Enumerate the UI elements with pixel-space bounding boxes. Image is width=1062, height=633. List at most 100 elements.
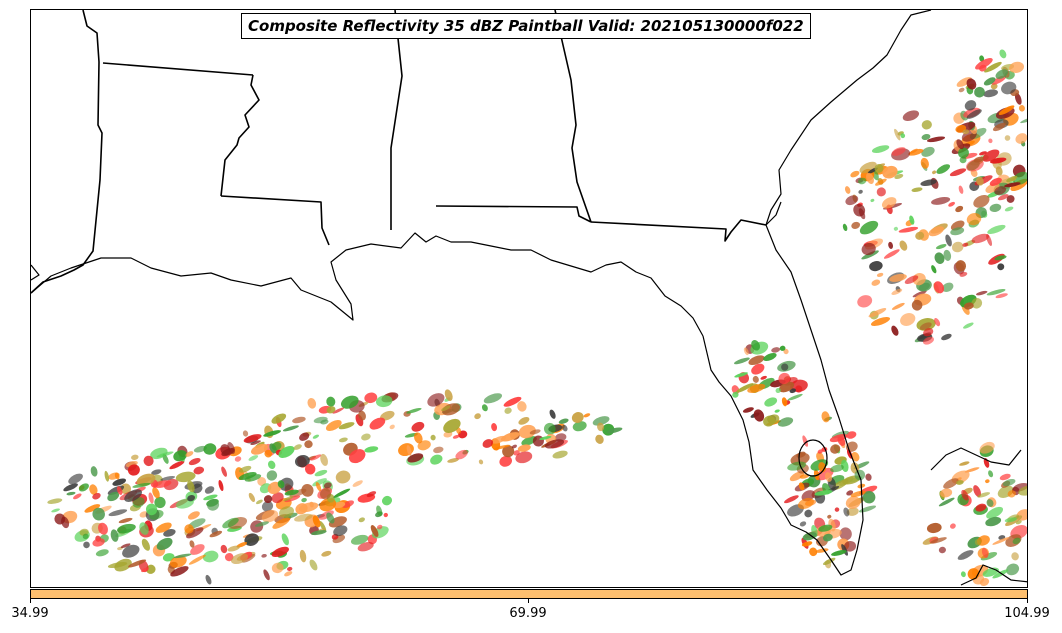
paintball-blob xyxy=(73,493,82,500)
paintball-blob xyxy=(1007,490,1016,498)
paintball-blob xyxy=(188,554,206,565)
paintball-blob xyxy=(256,499,263,505)
paintball-blob xyxy=(934,252,945,264)
paintball-blob xyxy=(518,424,536,439)
paintball-blob xyxy=(891,288,903,295)
paintball-blob xyxy=(920,157,929,169)
paintball-blob xyxy=(980,552,998,561)
paintball-blob xyxy=(868,308,887,318)
paintball-blob xyxy=(549,409,556,419)
paintball-blob xyxy=(307,397,317,409)
paintball-blob xyxy=(900,133,906,139)
paintball-blob xyxy=(882,165,898,179)
paintball-blob xyxy=(282,425,299,432)
mississippi-alabama-border xyxy=(390,10,403,230)
paintball-blob xyxy=(799,521,807,527)
paintball-blob xyxy=(1015,133,1027,144)
paintball-blob xyxy=(271,546,289,558)
paintball-blob xyxy=(320,453,328,466)
paintball-blob xyxy=(483,393,503,404)
paintball-blob xyxy=(47,498,63,504)
paintball-blob xyxy=(824,472,833,482)
paintball-blob xyxy=(68,473,83,485)
paintball-blob xyxy=(943,249,952,261)
paintball-blob xyxy=(966,78,977,90)
paintball-blob xyxy=(284,571,293,577)
paintball-blob xyxy=(909,215,915,225)
paintball-blob xyxy=(304,440,313,449)
paintball-blob xyxy=(809,547,818,557)
paintball-blob xyxy=(238,472,257,480)
paintball-blob xyxy=(843,540,857,552)
paintball-blob xyxy=(141,567,149,573)
paintball-blob xyxy=(220,544,228,554)
paintball-blob xyxy=(801,490,816,502)
paintball-blob xyxy=(478,459,484,465)
paintball-blob xyxy=(841,544,848,556)
paintball-blob xyxy=(136,473,156,486)
paintball-blob xyxy=(1001,81,1017,95)
paintball-blob xyxy=(279,506,294,518)
paintball-blob xyxy=(350,534,369,545)
map-panel xyxy=(30,9,1028,588)
paintball-blob xyxy=(154,496,166,509)
paintball-blob xyxy=(764,397,778,407)
paintball-blob xyxy=(859,161,877,174)
paintball-blob xyxy=(830,444,841,454)
paintball-blob xyxy=(131,454,139,460)
paintball-blob xyxy=(187,480,195,493)
paintball-blob xyxy=(989,177,1002,186)
paintball-blob xyxy=(975,503,987,512)
paintball-blob xyxy=(956,139,964,150)
paintball-layer xyxy=(47,49,1027,587)
paintball-blob xyxy=(949,523,956,529)
paintball-blob xyxy=(854,469,866,481)
paintball-blob xyxy=(874,163,884,173)
paintball-blob xyxy=(830,464,844,473)
paintball-blob xyxy=(753,409,765,422)
paintball-blob xyxy=(795,385,803,393)
paintball-blob xyxy=(732,391,739,398)
paintball-blob xyxy=(934,317,941,327)
paintball-blob xyxy=(281,533,289,546)
paintball-blob xyxy=(299,432,310,441)
paintball-blob xyxy=(89,484,98,495)
paintball-blob xyxy=(595,434,604,444)
paintball-blob xyxy=(511,444,517,449)
paintball-blob xyxy=(185,451,194,457)
paintball-blob xyxy=(900,313,916,326)
paintball-blob xyxy=(82,533,89,540)
paintball-blob xyxy=(894,174,904,179)
paintball-blob xyxy=(539,435,552,441)
paintball-blob xyxy=(278,446,295,458)
paintball-blob xyxy=(961,489,969,501)
paintball-blob xyxy=(760,375,767,380)
paintball-blob xyxy=(184,524,194,534)
paintball-blob xyxy=(227,545,240,552)
paintball-blob xyxy=(977,492,991,498)
colorbar-tick-label-mid: 69.99 xyxy=(509,606,547,621)
paintball-blob xyxy=(921,146,935,157)
paintball-blob xyxy=(827,514,832,519)
paintball-blob xyxy=(1006,195,1015,203)
georgia-florida-border xyxy=(590,219,767,242)
paintball-blob xyxy=(859,505,876,513)
paintball-blob xyxy=(335,470,351,484)
paintball-blob xyxy=(938,497,955,507)
paintball-blob xyxy=(1004,182,1021,188)
paintball-blob xyxy=(931,265,937,274)
paintball-blob xyxy=(366,491,377,498)
paintball-blob xyxy=(975,58,993,70)
paintball-blob xyxy=(406,445,412,456)
paintball-blob xyxy=(369,417,386,430)
paintball-blob xyxy=(381,495,393,506)
paintball-blob xyxy=(957,550,974,560)
paintball-blob xyxy=(218,479,224,492)
paintball-blob xyxy=(797,497,814,510)
paintball-blob xyxy=(295,503,308,515)
paintball-blob xyxy=(370,525,379,537)
paintball-blob xyxy=(784,495,799,504)
paintball-blob xyxy=(1002,478,1016,487)
paintball-blob xyxy=(122,544,140,558)
paintball-blob xyxy=(845,496,861,509)
